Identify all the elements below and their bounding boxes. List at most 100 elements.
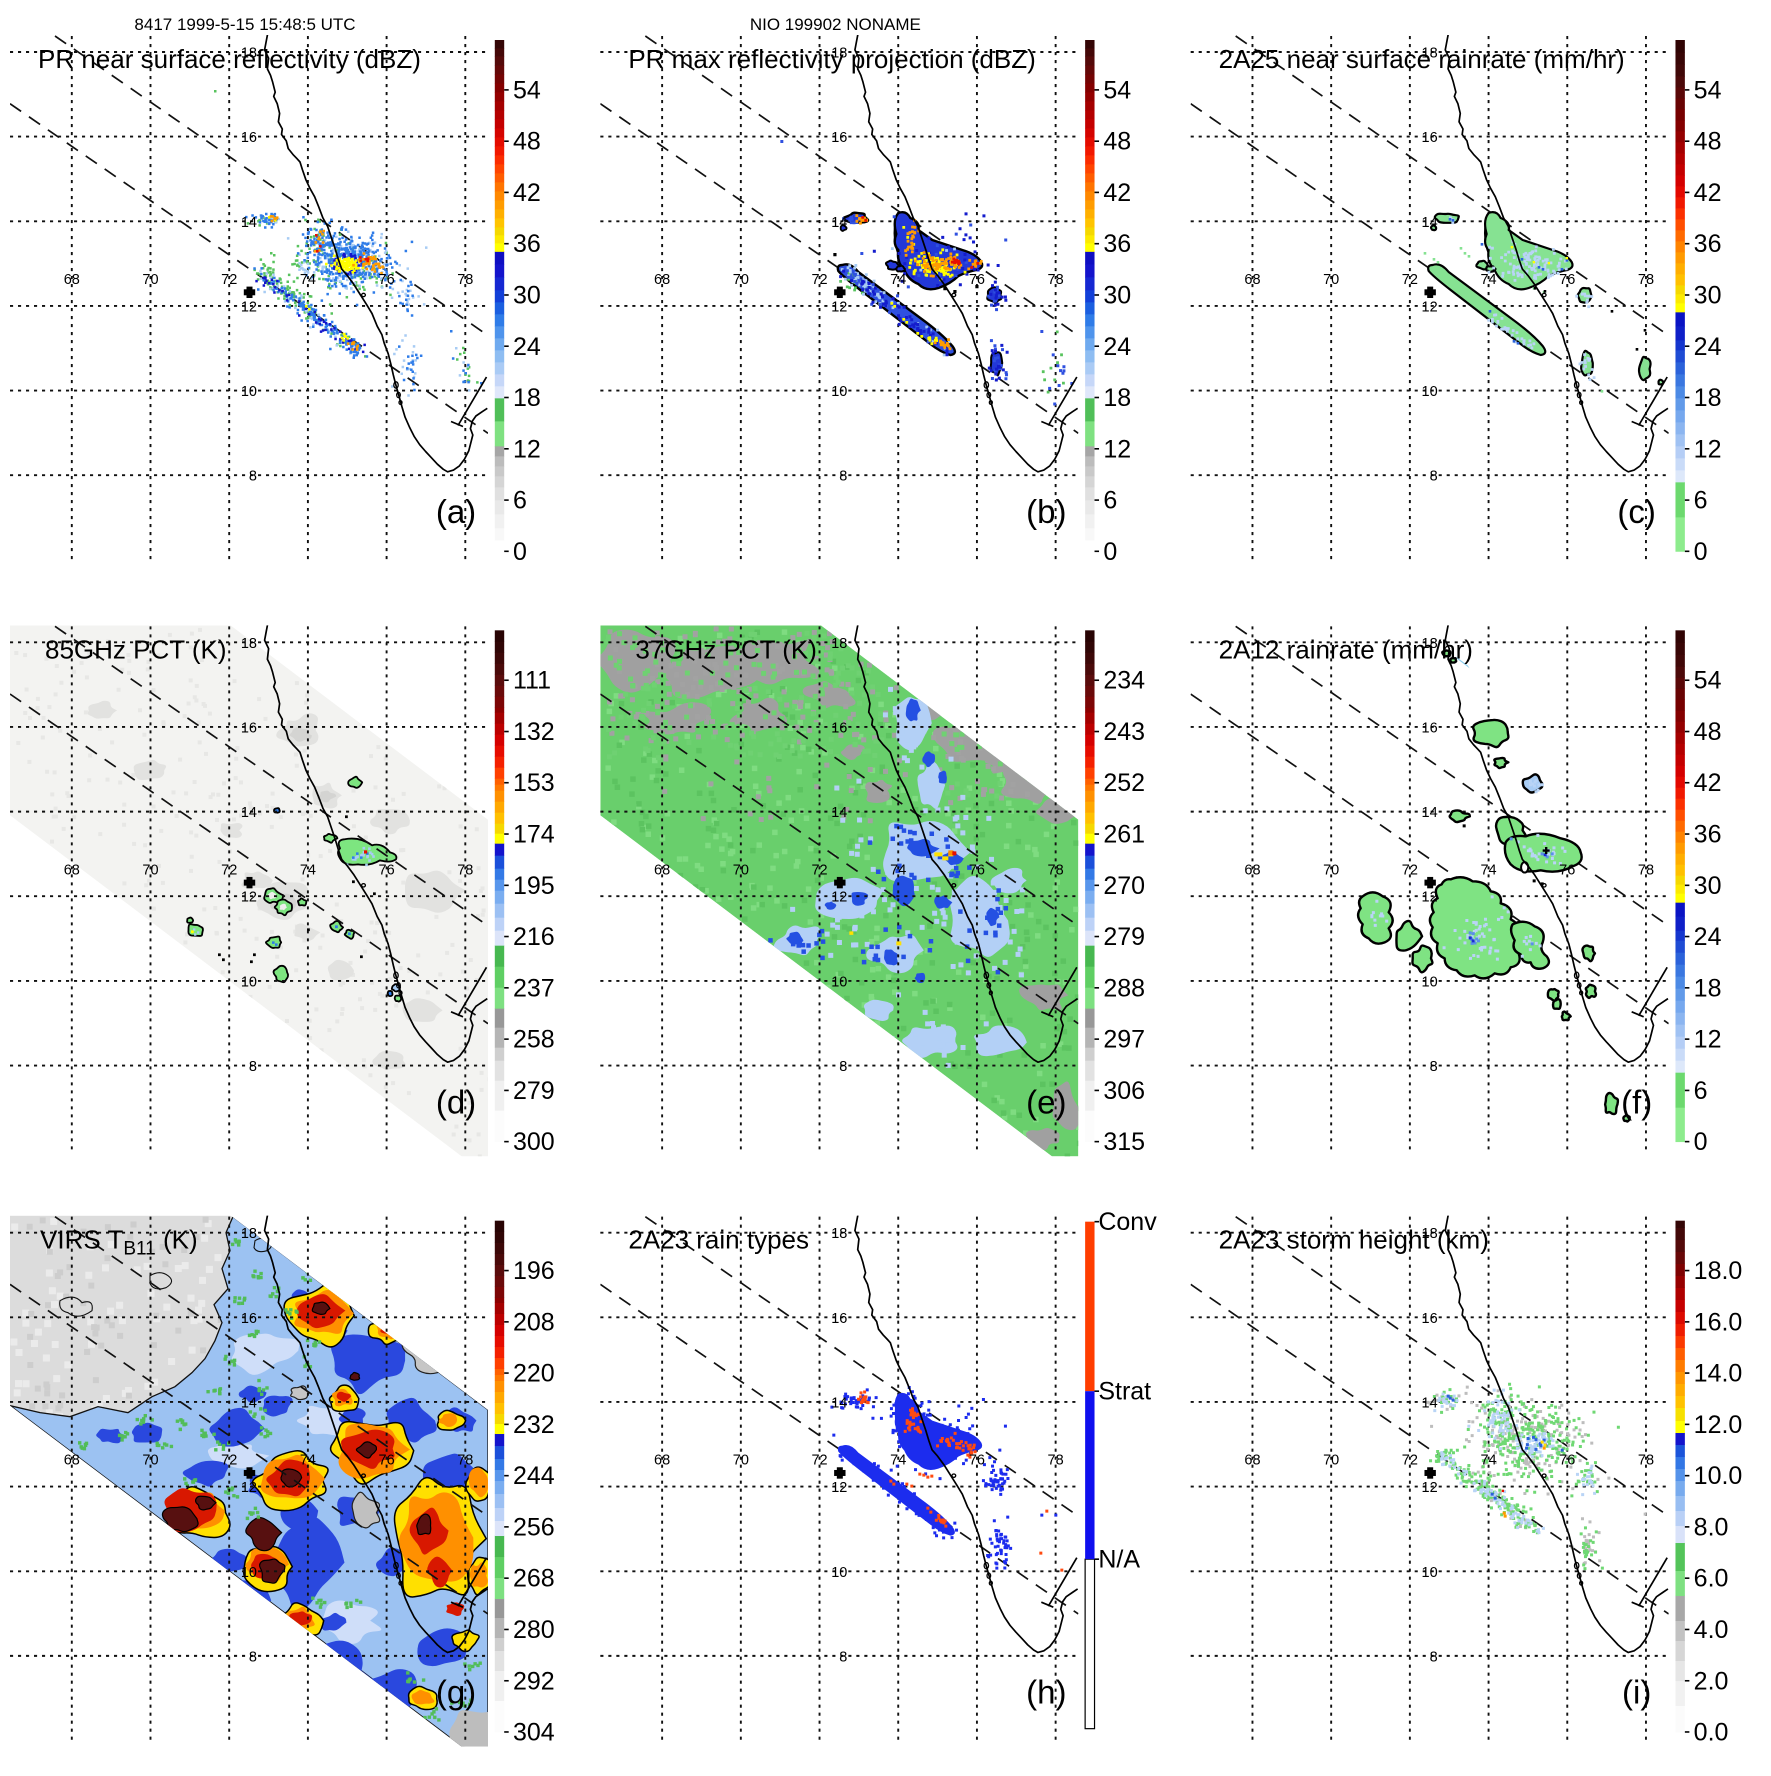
svg-text:12: 12: [1422, 1480, 1438, 1496]
svg-text:72: 72: [811, 1453, 827, 1469]
svg-text:6: 6: [513, 487, 527, 515]
svg-text:16: 16: [1422, 1311, 1438, 1327]
svg-text:0.0: 0.0: [1694, 1718, 1729, 1746]
svg-text:8.0: 8.0: [1694, 1513, 1729, 1541]
svg-text:268: 268: [513, 1565, 555, 1593]
svg-text:10: 10: [241, 1565, 257, 1581]
svg-text:Conv: Conv: [1098, 1208, 1157, 1236]
svg-text:74: 74: [300, 862, 316, 878]
svg-text:12: 12: [831, 1480, 847, 1496]
svg-text:12: 12: [241, 890, 257, 906]
svg-text:85GHz PCT (K): 85GHz PCT (K): [45, 634, 227, 664]
svg-text:18: 18: [241, 636, 257, 652]
svg-text:70: 70: [1323, 1453, 1339, 1469]
svg-text:10: 10: [831, 384, 847, 400]
svg-text:12: 12: [513, 435, 541, 463]
svg-text:174: 174: [513, 821, 555, 849]
svg-text:315: 315: [1103, 1128, 1145, 1156]
svg-text:111: 111: [513, 667, 551, 695]
svg-text:4.0: 4.0: [1694, 1616, 1729, 1644]
svg-text:42: 42: [513, 179, 541, 207]
svg-text:(d): (d): [436, 1083, 476, 1120]
svg-text:12: 12: [831, 299, 847, 315]
svg-text:74: 74: [300, 272, 316, 288]
svg-text:76: 76: [379, 1453, 395, 1469]
svg-text:14: 14: [241, 805, 257, 821]
svg-text:252: 252: [1103, 769, 1145, 797]
svg-text:279: 279: [1103, 923, 1145, 951]
svg-text:68: 68: [654, 862, 670, 878]
svg-text:(h): (h): [1026, 1674, 1066, 1711]
svg-text:(i): (i): [1622, 1674, 1651, 1711]
svg-text:14: 14: [831, 1395, 847, 1411]
svg-text:2A23 rain types: 2A23 rain types: [628, 1225, 809, 1255]
svg-text:258: 258: [513, 1026, 555, 1054]
svg-text:78: 78: [457, 862, 473, 878]
svg-text:42: 42: [1694, 769, 1722, 797]
svg-text:18: 18: [831, 1226, 847, 1242]
svg-text:76: 76: [1559, 1453, 1575, 1469]
svg-text:12: 12: [1103, 435, 1131, 463]
svg-text:48: 48: [1103, 128, 1131, 156]
svg-text:18: 18: [241, 1226, 257, 1242]
svg-text:54: 54: [1103, 76, 1131, 104]
svg-text:8: 8: [839, 469, 847, 485]
svg-text:76: 76: [379, 272, 395, 288]
svg-text:68: 68: [654, 1453, 670, 1469]
svg-text:243: 243: [1103, 718, 1145, 746]
svg-text:16: 16: [241, 130, 257, 146]
svg-text:0: 0: [1694, 1128, 1708, 1156]
svg-text:78: 78: [1638, 272, 1654, 288]
svg-text:(g): (g): [436, 1674, 476, 1711]
svg-text:279: 279: [513, 1077, 555, 1105]
svg-text:244: 244: [513, 1462, 555, 1490]
svg-text:68: 68: [1244, 272, 1260, 288]
svg-text:18.0: 18.0: [1694, 1257, 1743, 1285]
svg-text:16.0: 16.0: [1694, 1308, 1743, 1336]
svg-text:16: 16: [1422, 720, 1438, 736]
svg-text:36: 36: [1694, 230, 1722, 258]
svg-text:0: 0: [1694, 538, 1708, 566]
svg-text:30: 30: [1694, 872, 1722, 900]
svg-text:132: 132: [513, 718, 555, 746]
svg-text:14: 14: [241, 1395, 257, 1411]
svg-text:14: 14: [831, 215, 847, 231]
svg-text:0: 0: [513, 538, 527, 566]
svg-text:74: 74: [1480, 1453, 1496, 1469]
svg-text:42: 42: [1694, 179, 1722, 207]
svg-text:261: 261: [1103, 821, 1145, 849]
svg-text:14: 14: [1422, 805, 1438, 821]
svg-text:Strat: Strat: [1098, 1378, 1151, 1406]
svg-text:18: 18: [831, 46, 847, 62]
svg-text:72: 72: [221, 862, 237, 878]
svg-text:208: 208: [513, 1308, 555, 1336]
svg-text:72: 72: [811, 272, 827, 288]
svg-text:6: 6: [1103, 487, 1117, 515]
svg-text:72: 72: [811, 862, 827, 878]
svg-text:16: 16: [831, 720, 847, 736]
svg-text:70: 70: [1323, 272, 1339, 288]
svg-text:10: 10: [241, 974, 257, 990]
svg-text:16: 16: [831, 1311, 847, 1327]
svg-text:70: 70: [142, 862, 158, 878]
svg-text:8: 8: [1430, 469, 1438, 485]
svg-text:68: 68: [64, 862, 80, 878]
svg-text:18: 18: [1422, 636, 1438, 652]
svg-text:18: 18: [1103, 384, 1131, 412]
svg-text:8: 8: [1430, 1059, 1438, 1075]
svg-text:70: 70: [733, 1453, 749, 1469]
svg-text:18: 18: [513, 384, 541, 412]
svg-text:12.0: 12.0: [1694, 1411, 1743, 1439]
svg-text:12: 12: [1694, 1026, 1722, 1054]
svg-text:16: 16: [241, 720, 257, 736]
svg-text:12: 12: [1422, 890, 1438, 906]
svg-text:297: 297: [1103, 1026, 1145, 1054]
svg-text:78: 78: [1638, 1453, 1654, 1469]
svg-text:6: 6: [1694, 487, 1708, 515]
svg-text:14.0: 14.0: [1694, 1360, 1743, 1388]
svg-text:232: 232: [513, 1411, 555, 1439]
svg-text:PR near surface reflectivity (: PR near surface reflectivity (dBZ): [38, 44, 421, 74]
svg-text:30: 30: [513, 282, 541, 310]
svg-text:10: 10: [831, 974, 847, 990]
svg-text:78: 78: [457, 1453, 473, 1469]
